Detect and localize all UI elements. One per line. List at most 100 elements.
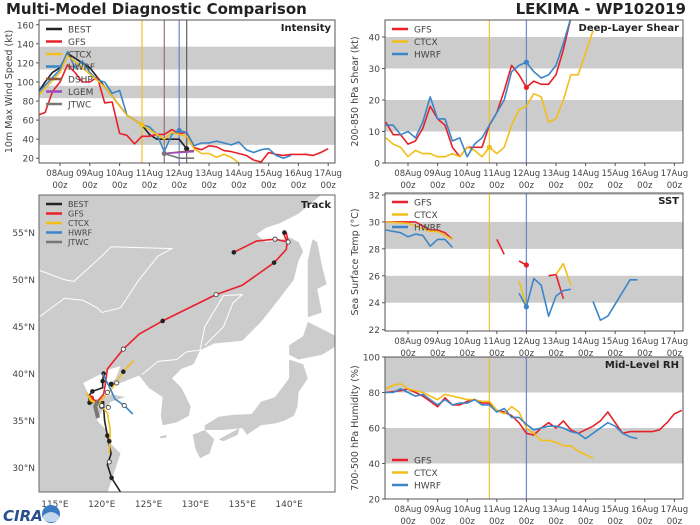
x-tick-label: 00z <box>608 517 624 525</box>
series-marker-hwrf <box>176 127 182 134</box>
island-honshu <box>204 359 308 435</box>
y-tick-label: 40 <box>369 460 381 470</box>
x-tick-label: 14Aug <box>572 169 599 179</box>
track-point-00z <box>105 433 110 438</box>
panel-title: Mid-Level RH <box>605 360 679 371</box>
x-tick-label: 16Aug <box>631 169 658 179</box>
legend-label-jtwc: JTWC <box>67 238 89 247</box>
x-tick-label: 00z <box>578 349 594 359</box>
lon-tick-label: 120°E <box>88 500 116 510</box>
legend-label-ctcx: CTCX <box>414 211 438 221</box>
legend-label-gfs: GFS <box>68 210 84 219</box>
series-line-hwrf <box>39 50 292 159</box>
series-marker-hwrf <box>523 59 530 65</box>
x-tick-label: 17Aug <box>661 169 688 179</box>
track-point-00z <box>100 378 105 384</box>
x-tick-label: 00z <box>142 181 158 191</box>
x-tick-label: 00z <box>201 181 217 191</box>
y-tick-label: 20 <box>369 496 381 506</box>
y-tick-label: 30 <box>369 65 381 75</box>
x-tick-label: 00z <box>608 181 624 191</box>
series-line-lgem <box>164 150 195 155</box>
lat-tick-label: 55°N <box>12 229 35 239</box>
legend-label-ctcx: CTCX <box>68 219 90 228</box>
lat-tick-label: 30°N <box>12 464 35 474</box>
shaded-band <box>385 221 683 249</box>
x-tick-label: 00z <box>291 181 307 191</box>
y-tick-label: 32 <box>369 192 380 202</box>
x-tick-label: 00z <box>400 517 416 525</box>
plot-area <box>39 20 335 163</box>
legend-label-dshp: DSHP <box>68 76 93 86</box>
x-tick-label: 00z <box>400 349 416 359</box>
logo-text: CIRA <box>3 507 43 525</box>
y-tick-label: 60 <box>23 117 35 127</box>
series-line-ctcx <box>518 280 528 306</box>
x-tick-label: 11Aug <box>483 169 510 179</box>
legend-label-gfs: GFS <box>68 38 86 48</box>
y-tick-label: 0 <box>374 160 380 170</box>
x-tick-label: 15Aug <box>255 169 282 179</box>
track-point-00z <box>231 250 237 255</box>
y-tick-label: 140 <box>17 40 34 50</box>
x-tick-label: 12Aug <box>513 505 540 515</box>
x-tick-label: 17Aug <box>314 169 341 179</box>
series-line-hwrf <box>385 388 638 440</box>
shaded-band <box>385 37 683 69</box>
y-tick-label: 20 <box>369 97 381 107</box>
panel-deep-layer-shear: 0 10 20 30 40 08Aug 00z 09Aug 00z 10Aug 00z 11Aug 00… <box>350 19 688 191</box>
y-tick-label: 40 <box>23 136 35 146</box>
series-line-gfs <box>385 221 453 240</box>
y-tick-label: 26 <box>369 272 381 282</box>
track-point-00z <box>121 369 126 374</box>
x-tick-label: 08Aug <box>46 169 73 179</box>
shaded-band <box>385 357 683 393</box>
y-tick-label: 20 <box>23 155 35 165</box>
series-line-jtwc <box>164 152 195 159</box>
y-tick-label: 30 <box>369 218 381 228</box>
series-marker-gfs <box>523 262 530 268</box>
y-tick-label: 22 <box>369 326 380 336</box>
x-tick-label: 00z <box>519 181 535 191</box>
x-tick-label: 16Aug <box>285 169 312 179</box>
y-axis-label: Sea Surface Temp (°C) <box>350 208 361 315</box>
track-point-12z <box>105 404 111 410</box>
plot-frame <box>384 19 684 164</box>
x-tick-label: 09Aug <box>76 169 103 179</box>
track-point-12z <box>99 403 105 409</box>
track-point-12z <box>272 236 278 242</box>
track-point-00z <box>160 318 165 324</box>
x-tick-label: 00z <box>489 349 505 359</box>
x-tick-label: 17Aug <box>661 337 688 347</box>
x-tick-label: 00z <box>52 181 68 191</box>
lon-tick-label: 125°E <box>135 500 163 510</box>
series-line-ctcx <box>555 262 572 286</box>
shaded-band <box>385 193 683 196</box>
map-frame <box>38 194 336 493</box>
series-line-gfs <box>39 64 329 163</box>
legend-label-gfs: GFS <box>414 199 432 209</box>
main-title: Multi-Model Diagnostic Comparison <box>6 0 307 18</box>
x-tick-label: 00z <box>608 349 624 359</box>
series-line-gfs <box>496 239 505 255</box>
panel-sst: 22 24 26 28 30 32 08Aug 00z 09Aug 00z 10Aug 00z 11Au… <box>350 192 688 359</box>
x-tick-label: 00z <box>548 181 564 191</box>
y-tick-label: 80 <box>23 98 35 108</box>
x-tick-label: 15Aug <box>601 337 628 347</box>
legend-label-hwrf: HWRF <box>414 224 441 234</box>
track-line-ctcx <box>86 359 135 454</box>
series-marker-hwrf <box>523 304 530 310</box>
lon-tick-label: 130°E <box>182 500 210 510</box>
x-tick-label: 00z <box>261 181 277 191</box>
lat-tick-label: 45°N <box>12 323 35 333</box>
x-tick-label: 00z <box>430 517 446 525</box>
y-tick-label: 160 <box>17 21 34 31</box>
track-point-12z <box>104 389 110 395</box>
x-tick-label: 00z <box>637 349 653 359</box>
island-kyushu <box>192 430 215 459</box>
y-axis-label: 10m Max Wind Speed (kt) <box>4 30 15 153</box>
x-tick-label: 15Aug <box>601 169 628 179</box>
x-tick-label: 00z <box>400 181 416 191</box>
y-axis-label: 700-500 hPa Humidity (%) <box>350 365 361 490</box>
series-marker-ctcx <box>486 144 492 150</box>
